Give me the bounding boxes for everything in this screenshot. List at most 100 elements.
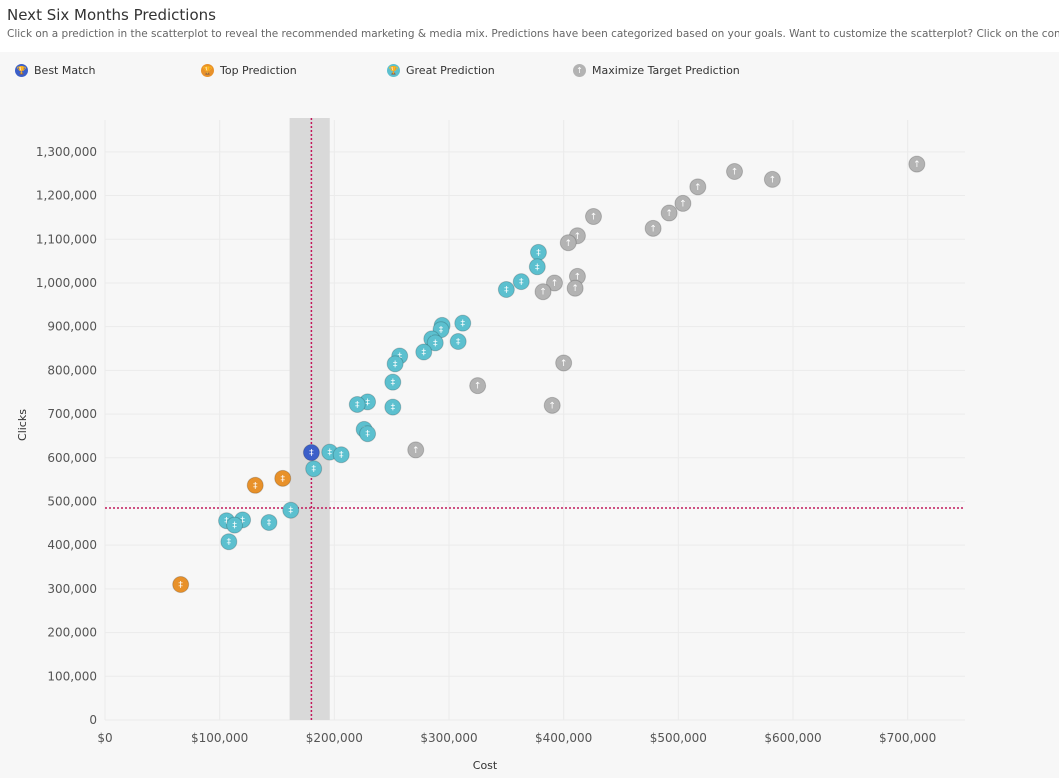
legend-label: Maximize Target Prediction bbox=[592, 64, 740, 77]
point-marker[interactable] bbox=[454, 314, 472, 332]
point-marker[interactable] bbox=[497, 281, 515, 299]
point-great[interactable]: ‡ bbox=[220, 533, 238, 551]
point-marker[interactable] bbox=[426, 334, 444, 352]
legend-item-great-prediction[interactable]: 🏆 Great Prediction bbox=[387, 64, 495, 77]
scatterplot-panel: 🏆 Best Match 🏆 Top Prediction 🏆 Great Pr… bbox=[0, 52, 1059, 778]
point-marker[interactable] bbox=[305, 460, 323, 478]
point-marker[interactable] bbox=[545, 274, 563, 292]
x-tick-label: $700,000 bbox=[879, 731, 936, 745]
point-max[interactable]: ↑ bbox=[407, 441, 425, 459]
point-marker[interactable] bbox=[644, 219, 662, 237]
point-great[interactable]: ‡ bbox=[226, 516, 244, 534]
point-marker[interactable] bbox=[908, 155, 926, 173]
point-marker[interactable] bbox=[220, 533, 238, 551]
point-marker[interactable] bbox=[302, 444, 320, 462]
point-marker[interactable] bbox=[584, 208, 602, 226]
point-great[interactable]: ‡ bbox=[260, 513, 278, 531]
dashboard-header: Next Six Months Predictions Click on a p… bbox=[0, 0, 1059, 52]
x-tick-label: $500,000 bbox=[650, 731, 707, 745]
point-marker[interactable] bbox=[566, 279, 584, 297]
x-tick-label: $400,000 bbox=[535, 731, 592, 745]
legend-item-top-prediction[interactable]: 🏆 Top Prediction bbox=[201, 64, 297, 77]
point-great[interactable]: ‡ bbox=[359, 425, 377, 443]
point-great[interactable]: ‡ bbox=[449, 333, 467, 351]
point-best[interactable]: ‡ bbox=[302, 444, 320, 462]
scatterplot: ↑↑↑↑↑↑↑↑↑↑↑↑↑↑↑↑↑↑‡‡‡‡‡‡‡‡‡‡‡‡‡ ‡‡‡ ‡‡‡‡‡ ‡… bbox=[16, 118, 965, 772]
point-marker[interactable] bbox=[348, 395, 366, 413]
point-top[interactable]: ‡ bbox=[246, 476, 264, 494]
point-max[interactable]: ↑ bbox=[689, 178, 707, 196]
x-tick-label: $300,000 bbox=[420, 731, 477, 745]
trophy-icon: 🏆 bbox=[201, 64, 214, 77]
legend-item-best-match[interactable]: 🏆 Best Match bbox=[15, 64, 95, 77]
point-marker[interactable] bbox=[384, 398, 402, 416]
point-marker[interactable] bbox=[528, 258, 546, 276]
point-marker[interactable] bbox=[543, 396, 561, 414]
point-marker[interactable] bbox=[407, 441, 425, 459]
point-marker[interactable] bbox=[726, 163, 744, 181]
legend-label: Top Prediction bbox=[220, 64, 297, 77]
point-great[interactable]: ‡ bbox=[384, 398, 402, 416]
point-great[interactable]: ‡ bbox=[497, 281, 515, 299]
point-max[interactable]: ↑ bbox=[543, 396, 561, 414]
point-top[interactable]: ‡ bbox=[274, 469, 292, 487]
point-marker[interactable] bbox=[359, 425, 377, 443]
reference-lines bbox=[105, 118, 965, 720]
point-great[interactable]: ‡ bbox=[454, 314, 472, 332]
point-max[interactable]: ↑ bbox=[660, 204, 678, 222]
point-marker[interactable] bbox=[469, 377, 487, 395]
point-top[interactable]: ‡ bbox=[172, 576, 190, 594]
y-tick-label: 300,000 bbox=[47, 582, 97, 596]
point-max[interactable]: ↑ bbox=[555, 354, 573, 372]
point-marker[interactable] bbox=[384, 373, 402, 391]
point-marker[interactable] bbox=[559, 234, 577, 252]
point-great[interactable]: ‡ bbox=[529, 243, 547, 261]
point-great[interactable]: ‡ bbox=[332, 446, 350, 464]
grid bbox=[104, 120, 965, 721]
point-marker[interactable] bbox=[674, 194, 692, 212]
point-marker[interactable] bbox=[386, 355, 404, 373]
point-great[interactable]: ‡ bbox=[386, 355, 404, 373]
point-marker[interactable] bbox=[226, 516, 244, 534]
point-marker[interactable] bbox=[689, 178, 707, 196]
point-marker[interactable] bbox=[534, 283, 552, 301]
point-marker[interactable] bbox=[246, 476, 264, 494]
point-max[interactable]: ↑ bbox=[763, 170, 781, 188]
point-marker[interactable] bbox=[763, 170, 781, 188]
point-great[interactable]: ‡ bbox=[348, 395, 366, 413]
point-max[interactable]: ↑ bbox=[908, 155, 926, 173]
point-marker[interactable] bbox=[529, 243, 547, 261]
point-marker[interactable] bbox=[332, 446, 350, 464]
y-tick-label: 400,000 bbox=[47, 538, 97, 552]
point-great[interactable]: ‡ bbox=[384, 373, 402, 391]
y-tick-label: 1,200,000 bbox=[36, 189, 97, 203]
legend-item-maximize-target[interactable]: ↑ Maximize Target Prediction bbox=[573, 64, 740, 77]
point-great[interactable]: ‡ bbox=[282, 501, 300, 519]
point-great[interactable]: ‡ bbox=[528, 258, 546, 276]
point-marker[interactable] bbox=[260, 513, 278, 531]
point-max[interactable]: ↑ bbox=[534, 283, 552, 301]
point-max[interactable]: ↑ bbox=[584, 208, 602, 226]
y-tick-label: 900,000 bbox=[47, 320, 97, 334]
point-great[interactable]: ‡ bbox=[512, 273, 530, 291]
point-marker[interactable] bbox=[282, 501, 300, 519]
trophy-icon: 🏆 bbox=[387, 64, 400, 77]
point-marker[interactable] bbox=[415, 343, 433, 361]
point-max[interactable]: ↑ bbox=[644, 219, 662, 237]
point-marker[interactable] bbox=[172, 576, 190, 594]
point-great[interactable]: ‡ bbox=[305, 460, 323, 478]
point-marker[interactable] bbox=[512, 273, 530, 291]
point-max[interactable]: ↑ bbox=[674, 194, 692, 212]
point-marker[interactable] bbox=[449, 333, 467, 351]
point-marker[interactable] bbox=[660, 204, 678, 222]
x-tick-label: $200,000 bbox=[306, 731, 363, 745]
point-max[interactable]: ↑ bbox=[566, 279, 584, 297]
page-subtitle: Click on a prediction in the scatterplot… bbox=[7, 28, 1059, 40]
point-max[interactable]: ↑ bbox=[559, 234, 577, 252]
point-marker[interactable] bbox=[274, 469, 292, 487]
point-max[interactable]: ↑ bbox=[726, 163, 744, 181]
point-great[interactable]: ‡ bbox=[415, 343, 433, 361]
point-max[interactable]: ↑ bbox=[469, 377, 487, 395]
legend-label: Great Prediction bbox=[406, 64, 495, 77]
point-marker[interactable] bbox=[555, 354, 573, 372]
